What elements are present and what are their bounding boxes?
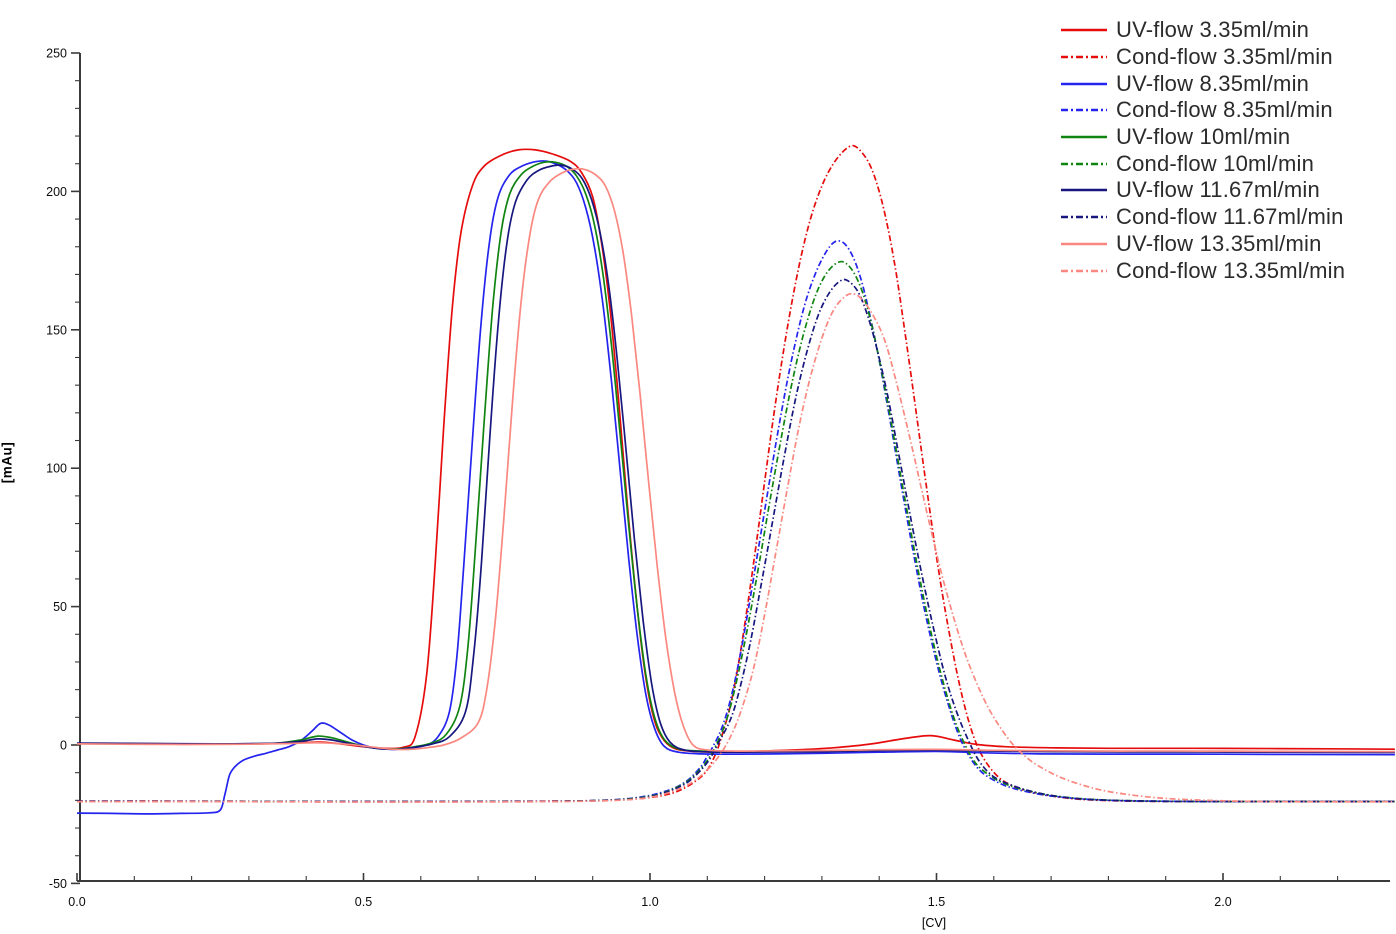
series-uv-flow-13.35ml-min (76, 167, 1395, 753)
y-tick-label: 150 (46, 323, 67, 337)
y-tick-label: 100 (46, 462, 67, 476)
y-axis-title: [mAu] (0, 441, 15, 484)
solid-line-swatch-icon (1061, 29, 1107, 32)
x-tick-label: 2.0 (1214, 895, 1231, 909)
y-tick-label: 0 (60, 739, 67, 753)
legend-label: UV-flow 3.35ml/min (1116, 17, 1310, 43)
legend-row: Cond-flow 8.35ml/min (1061, 97, 1345, 124)
legend: UV-flow 3.35ml/min Cond-flow 3.35ml/min UV… (1061, 17, 1345, 284)
series-uv-flow-11.67ml-min (76, 164, 1395, 754)
legend-row: UV-flow 11.67ml/min (1061, 177, 1345, 204)
legend-label: Cond-flow 11.67ml/min (1116, 204, 1344, 230)
legend-label: UV-flow 8.35ml/min (1116, 70, 1310, 96)
y-tick-label: 50 (53, 600, 67, 614)
x-tick-label: 0.0 (68, 895, 85, 909)
legend-label: UV-flow 11.67ml/min (1116, 177, 1320, 203)
legend-row: Cond-flow 10ml/min (1061, 150, 1345, 177)
y-tick-label: 200 (46, 185, 67, 199)
dashdot-line-swatch-icon (1061, 269, 1107, 272)
dashdot-line-swatch-icon (1061, 162, 1107, 166)
solid-line-swatch-icon (1061, 82, 1107, 86)
legend-label: Cond-flow 8.35ml/min (1116, 97, 1333, 123)
series-cond-flow-13.35ml-min (76, 292, 1395, 803)
series-cond-flow-8.35ml-min (76, 240, 1395, 803)
dashdot-line-swatch-icon (1061, 55, 1107, 59)
x-axis-title: [CV] (921, 916, 947, 930)
legend-row: Cond-flow 3.35ml/min (1061, 44, 1345, 71)
x-tick-label: 1.0 (641, 895, 658, 909)
series-cond-flow-11.67ml-min (76, 278, 1395, 803)
solid-line-swatch-icon (1061, 189, 1107, 192)
legend-label: UV-flow 13.35ml/min (1116, 230, 1322, 256)
dashdot-line-swatch-icon (1061, 109, 1107, 112)
legend-label: Cond-flow 10ml/min (1116, 150, 1315, 176)
legend-row: UV-flow 13.35ml/min (1061, 231, 1345, 258)
y-tick-label: 250 (46, 47, 67, 61)
series-cond-flow-10ml-min (76, 260, 1395, 803)
legend-label: Cond-flow 13.35ml/min (1116, 257, 1346, 283)
legend-row: UV-flow 10ml/min (1061, 124, 1345, 151)
solid-line-swatch-icon (1061, 135, 1107, 139)
legend-row: Cond-flow 13.35ml/min (1061, 257, 1345, 284)
legend-row: UV-flow 8.35ml/min (1061, 70, 1345, 97)
solid-line-swatch-icon (1061, 242, 1107, 246)
x-tick-label: 0.5 (355, 895, 372, 909)
x-tick-label: 1.5 (928, 895, 945, 909)
legend-label: UV-flow 10ml/min (1116, 124, 1291, 150)
legend-row: Cond-flow 11.67ml/min (1061, 204, 1345, 231)
dashdot-line-swatch-icon (1061, 215, 1107, 219)
legend-row: UV-flow 3.35ml/min (1061, 17, 1345, 44)
y-tick-label: -50 (49, 877, 67, 891)
legend-label: Cond-flow 3.35ml/min (1116, 44, 1333, 70)
series-uv-flow-8.35ml-min (76, 160, 1395, 815)
